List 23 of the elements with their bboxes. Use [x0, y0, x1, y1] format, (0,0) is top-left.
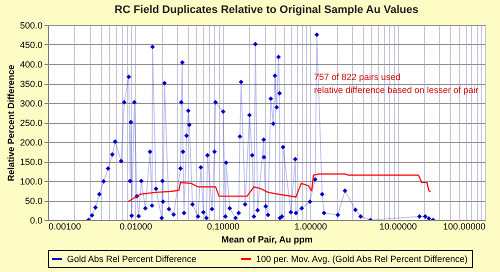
chart-title: RC Field Duplicates Relative to Original Sample Au Values	[114, 4, 419, 16]
legend-label: 100 per. Mov. Avg. (Gold Abs Rel Percent Difference)	[256, 254, 468, 264]
x-tick-label: 1.00000	[294, 222, 327, 232]
y-tick-label: 450.0	[20, 40, 42, 50]
annotation: 757 of 822 pairs used relative difference based on lesser of pair	[314, 72, 478, 95]
legend-label: Gold Abs Rel Percent Difference	[67, 254, 196, 264]
y-axis-title: Relative Percent Difference	[6, 64, 16, 182]
x-tick-label: 0.10000	[207, 222, 240, 232]
x-tick-label: 0.00100	[48, 222, 82, 232]
y-tick-label: 300.0	[20, 98, 42, 108]
y-tick-label: 50.0	[24, 196, 42, 206]
y-tick-label: 350.0	[20, 79, 42, 89]
x-tick-label: 0.01000	[120, 222, 152, 232]
x-tick-label: 100.00000	[442, 222, 486, 232]
y-tick-label: 500.0	[20, 20, 42, 30]
y-tick-label: 200.0	[20, 138, 42, 148]
y-tick-label: 250.0	[20, 118, 42, 128]
y-tick-label: 100.0	[20, 176, 42, 186]
y-tick-label: 400.0	[20, 60, 42, 70]
x-axis-title: Mean of Pair, Au ppm	[221, 234, 313, 244]
y-tick-label: 0.0	[30, 216, 42, 226]
y-tick-label: 150.0	[20, 157, 42, 167]
x-tick-label: 10.00000	[379, 222, 417, 232]
